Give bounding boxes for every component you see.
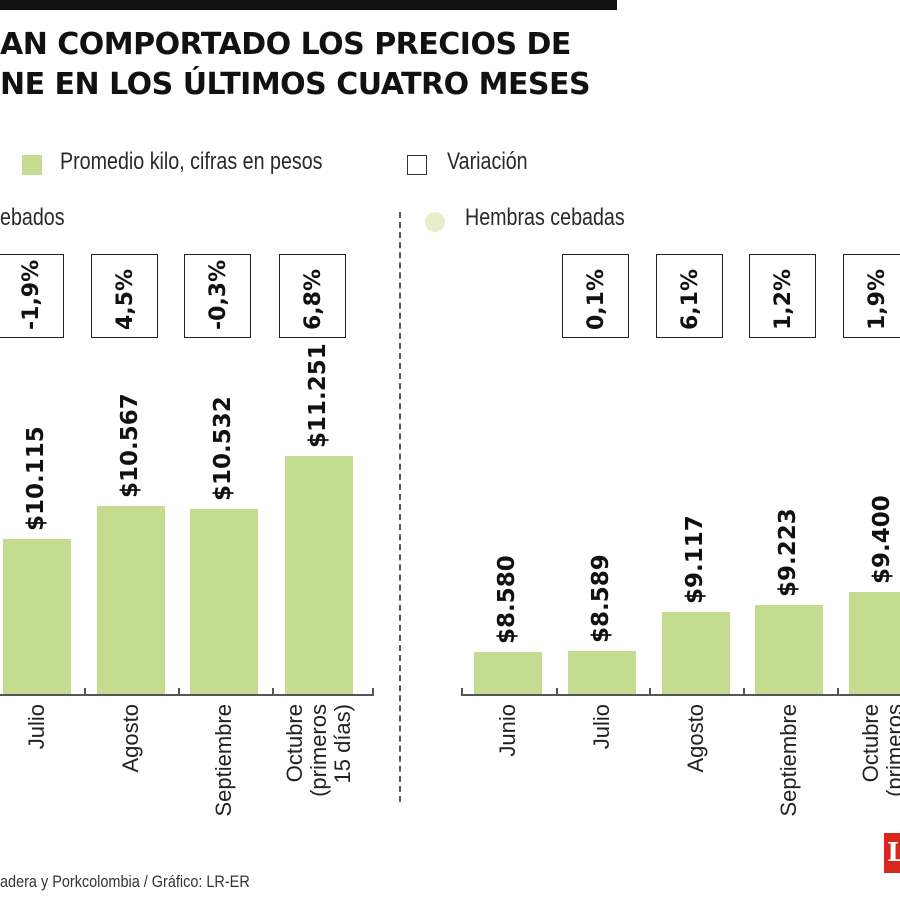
variation-box [843,254,900,338]
x-axis-tick [837,688,839,696]
x-axis-tick [461,688,463,696]
legend-avg-label: Promedio kilo, cifras en pesos [60,148,323,175]
variation-label: 4,5% [113,268,138,330]
bar-value-label: $10.532 [210,396,236,501]
chart-title-line-2: NE EN LOS ÚLTIMOS CUATRO MESES [0,67,591,102]
variation-box [184,254,251,338]
left-series-label: ebados [0,204,65,231]
bar-value-label: $9.117 [682,515,708,604]
bar [474,652,542,694]
variation-label: 0,1% [584,268,609,330]
variation-label: -1,9% [19,259,44,330]
variation-box [279,254,346,338]
bar-value-label: $9.223 [775,508,801,597]
category-label: Octubre (primeros 15 días) [282,704,355,797]
right-series-dot [425,212,445,232]
publisher-logo: L [884,833,900,873]
bar [97,506,165,694]
x-axis-tick [649,688,651,696]
right-series-label: Hembras cebadas [465,204,625,231]
x-axis-tick [743,688,745,696]
bar [285,456,353,694]
x-axis-tick [272,688,274,696]
variation-box [562,254,629,338]
variation-label: 6,8% [301,268,326,330]
bar [755,605,823,694]
category-label: Junio [495,704,520,757]
x-axis-tick [556,688,558,696]
legend-variation-label: Variación [447,148,528,175]
variation-label: -0,3% [206,259,231,330]
bar-value-label: $10.567 [117,393,143,498]
variation-box [656,254,723,338]
panel-divider [399,212,401,802]
bar [3,539,71,694]
category-label: Agosto [683,704,708,773]
bar-value-label: $9.400 [869,495,895,584]
variation-box [0,254,64,338]
x-axis-line [461,694,900,696]
category-label: Julio [24,704,49,750]
bar-value-label: $8.589 [588,554,614,643]
chart-title-line-1: AN COMPORTADO LOS PRECIOS DE [0,27,571,62]
legend-avg-swatch [22,155,42,175]
bar-value-label: $11.251 [305,343,331,448]
bar [190,509,258,694]
bar [568,651,636,694]
top-rule [0,0,617,10]
category-label: Agosto [118,704,143,773]
category-label: Septiembre [776,704,801,817]
x-axis-tick [178,688,180,696]
variation-label: 6,1% [678,268,703,330]
category-label: Julio [589,704,614,750]
variation-label: 1,9% [865,268,890,330]
bar-value-label: $8.580 [494,555,520,644]
bar [849,592,900,694]
x-axis-line [0,694,373,696]
x-axis-tick [372,688,374,696]
bar-value-label: $10.115 [23,426,49,531]
category-label: Septiembre [211,704,236,817]
legend-variation-swatch [407,155,427,175]
variation-label: 1,2% [771,268,796,330]
bar [662,612,730,694]
source-note: adera y Porkcolombia / Gráfico: LR-ER [0,872,250,891]
variation-box [749,254,816,338]
category-label: Octubre (primeros [858,704,900,797]
x-axis-tick [84,688,86,696]
variation-box [91,254,158,338]
